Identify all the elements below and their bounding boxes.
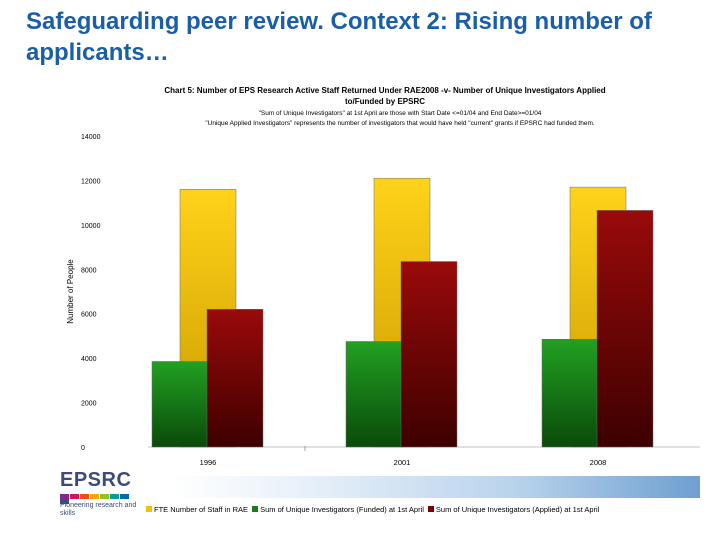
bar-1-0 [151, 361, 209, 448]
y-tick-label: 8000 [81, 267, 97, 274]
y-tick-label: 14000 [81, 134, 101, 141]
slide-title: Safeguarding peer review. Context 2: Ris… [26, 8, 652, 66]
logo-wordmark: EPSRC [60, 469, 132, 491]
logo-tagline: Pioneering research and skills [60, 502, 137, 517]
legend-item-0: FTE Number of Staff in RAE [146, 503, 248, 517]
chart-legend: FTE Number of Staff in RAE Sum of Unique … [146, 503, 676, 517]
legend-swatch [252, 506, 259, 512]
y-tick-label: 12000 [81, 178, 101, 185]
logo-bar [90, 494, 99, 499]
x-tick-label: 1996 [200, 458, 217, 467]
bar-2-2 [596, 210, 654, 448]
bar-2-0 [206, 309, 264, 448]
logo-bar [60, 494, 69, 499]
legend-label: FTE Number of Staff in RAE [154, 505, 249, 514]
y-axis-label: Number of People [66, 259, 75, 324]
logo-bar [110, 494, 119, 499]
legend-swatch [146, 506, 152, 512]
bar-1-2 [541, 339, 599, 448]
x-tick-label: 2001 [394, 458, 411, 467]
logo-color-bars [60, 494, 138, 504]
legend-item-1: Sum of Unique Investigators (Funded) at … [252, 503, 424, 517]
legend-item-2: Sum of Unique Investigators (Applied) at… [427, 503, 600, 517]
chart-title: Chart 5: Number of EPS Research Active S… [110, 85, 660, 107]
legend-label: Sum of Unique Investigators (Applied) at… [435, 505, 600, 514]
bar-2-1 [400, 261, 458, 448]
x-tick-label: 2008 [590, 458, 607, 467]
y-tick-label: 2000 [81, 401, 97, 408]
logo-bar [120, 494, 129, 499]
logo-bar [100, 494, 109, 499]
y-tick-label: 10000 [81, 223, 101, 230]
bar-1-1 [345, 341, 403, 448]
footer-bar [170, 476, 700, 498]
chart-note-1: "Sum of Unique Investigators" at 1st Apr… [258, 110, 542, 117]
logo-bar [80, 494, 89, 499]
logo-bar [70, 494, 79, 499]
page-number: 9 [676, 499, 681, 508]
y-tick-label: 4000 [81, 356, 97, 363]
chart-note-2: "Unique Applied Investigators" represent… [205, 120, 595, 127]
chart-title-line1: Chart 5: Number of EPS Research Active S… [164, 86, 606, 95]
y-tick-label: 6000 [81, 312, 97, 319]
y-tick-label: 0 [81, 445, 85, 452]
chart-title-line2: to/Funded by EPSRC [345, 97, 425, 106]
legend-swatch [427, 506, 434, 512]
legend-label: Sum of Unique Investigators (Funded) at … [260, 505, 424, 514]
epsrc-logo: EPSRC Pioneering research and skills [60, 469, 170, 524]
logo-bar [60, 499, 69, 504]
